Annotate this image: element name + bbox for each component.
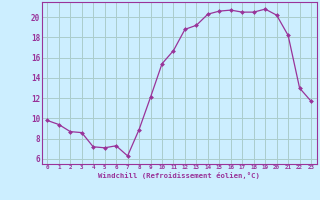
X-axis label: Windchill (Refroidissement éolien,°C): Windchill (Refroidissement éolien,°C) xyxy=(98,172,260,179)
